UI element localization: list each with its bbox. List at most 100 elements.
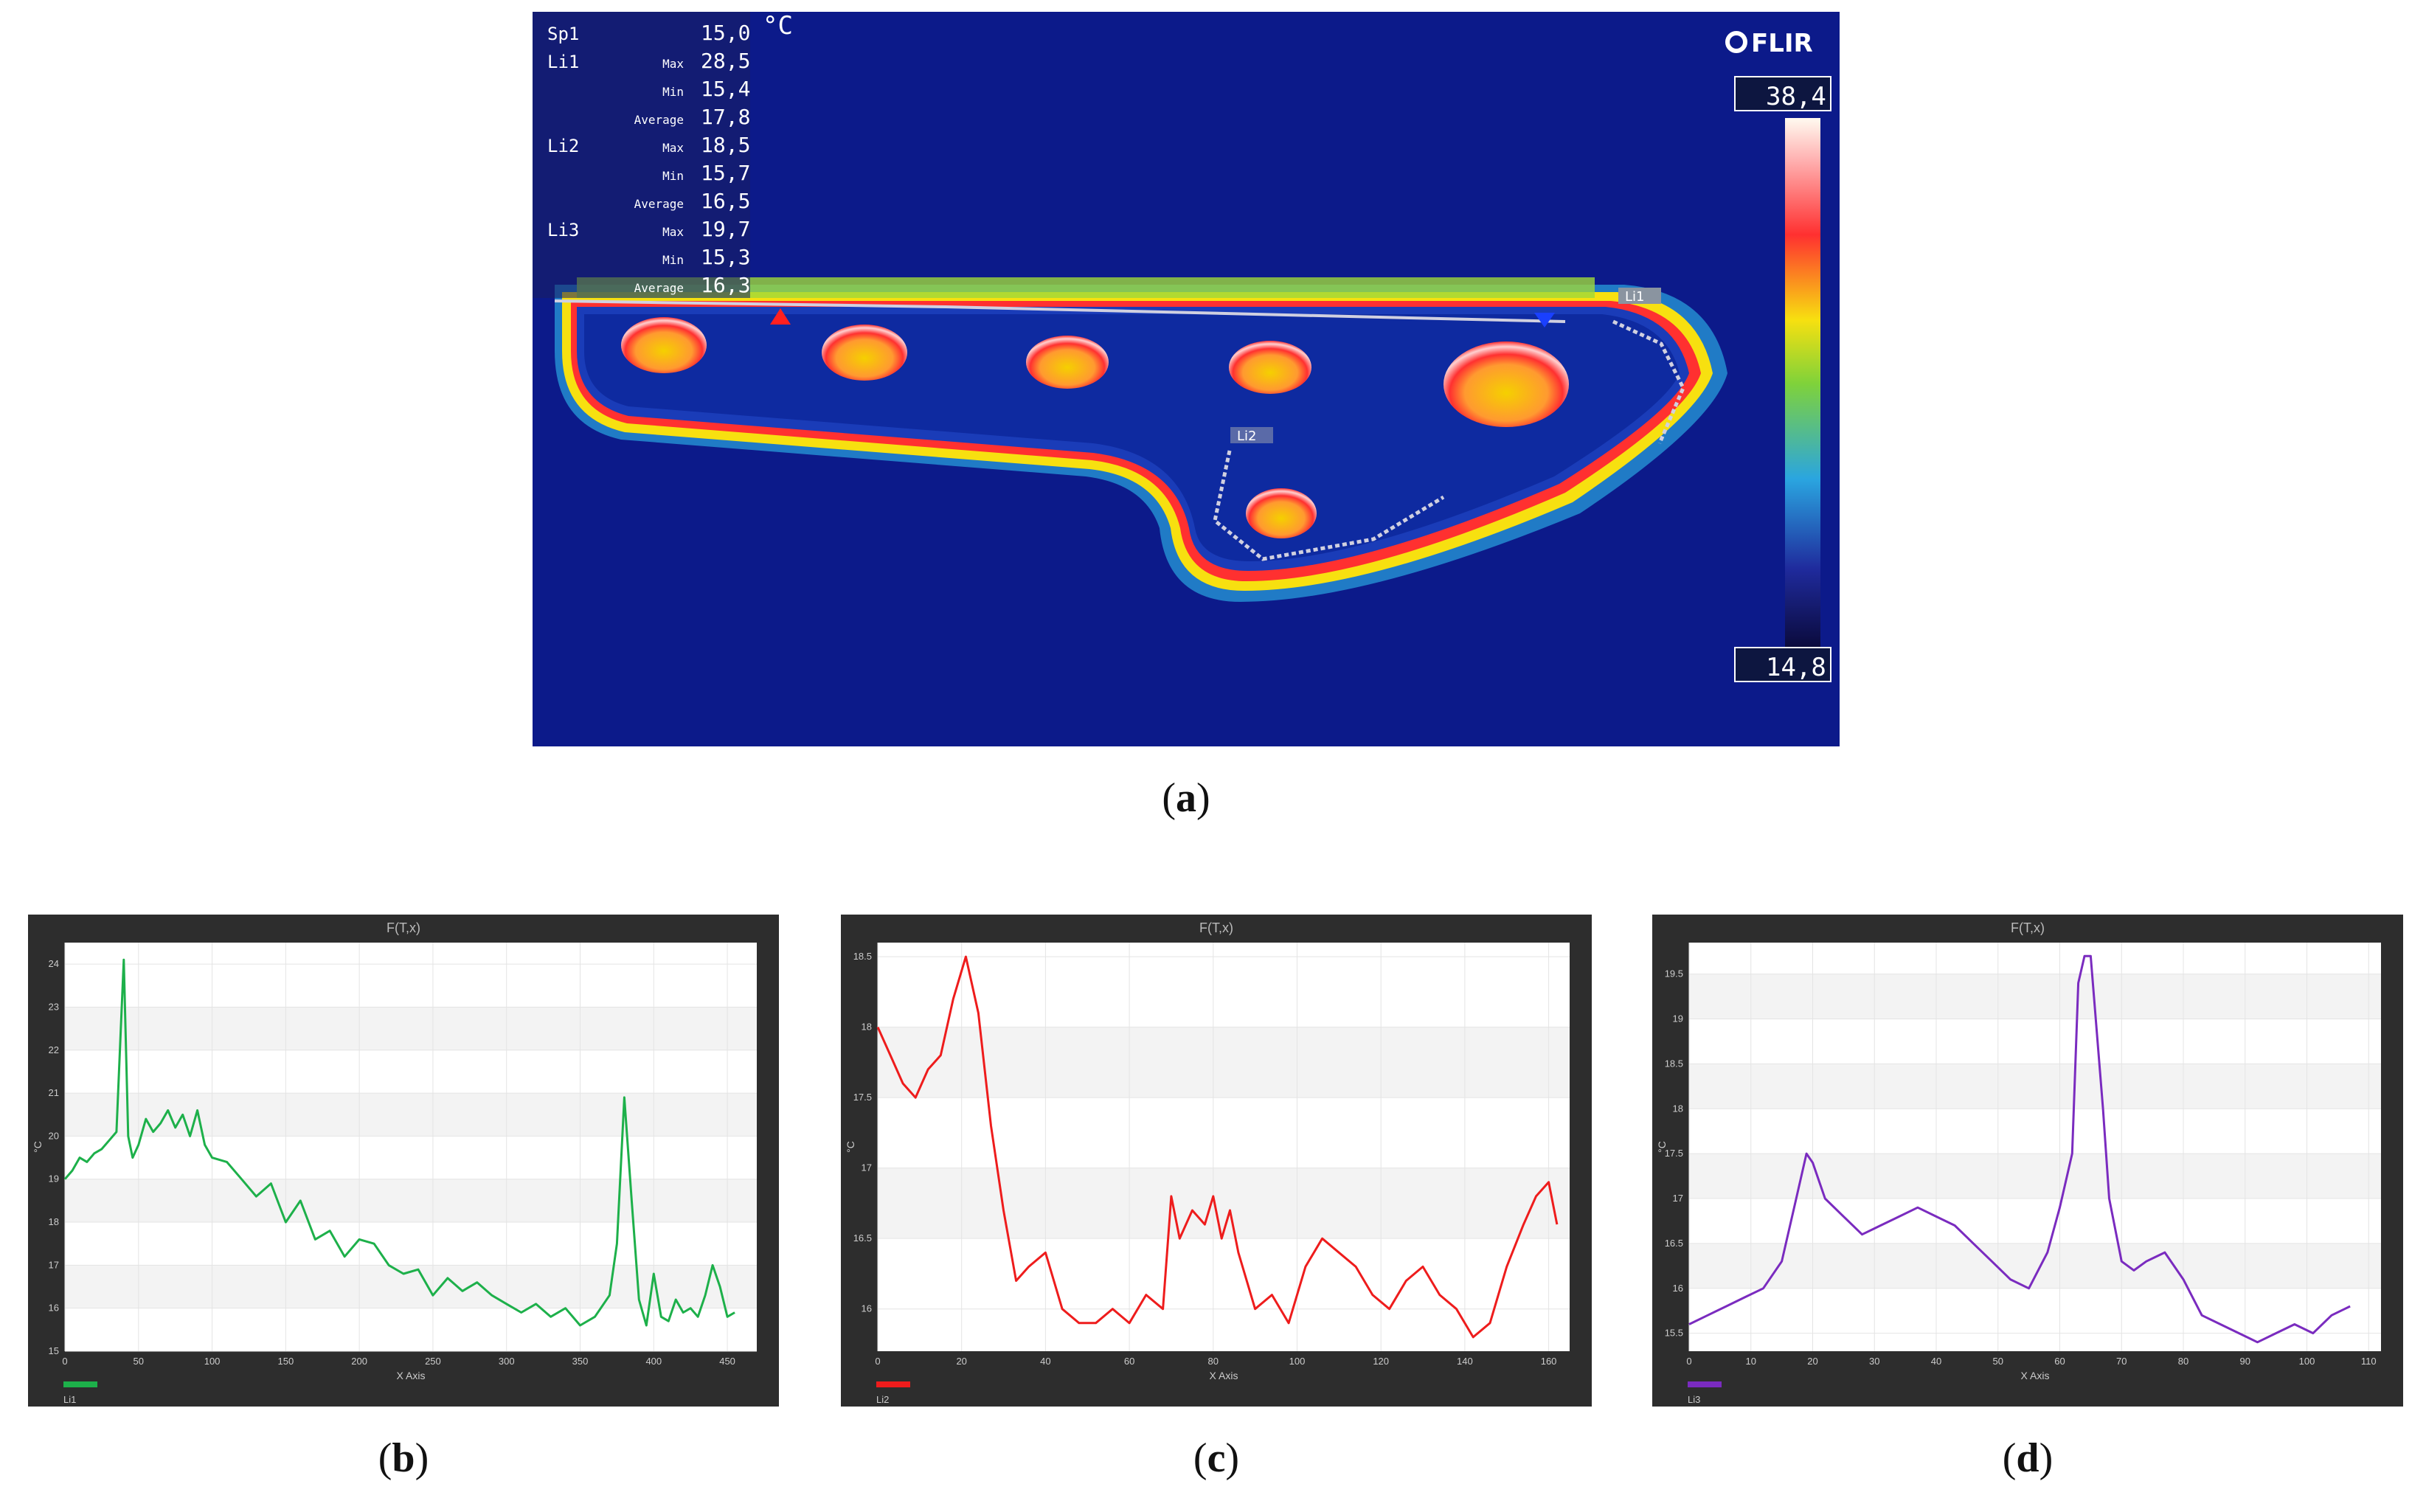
chart-li3: F(T,x) 0 10 20 30 40 50 60 70 80 90 100 110 15.5 16 16.… — [1652, 915, 2403, 1407]
max-marker — [770, 308, 791, 325]
grid-band — [65, 1007, 757, 1050]
chart-title: F(T,x) — [2011, 920, 2045, 935]
readout-value: 28,5 — [701, 49, 750, 73]
x-axis-label: X Axis — [1210, 1370, 1238, 1381]
x-axis-label: X Axis — [397, 1370, 426, 1381]
x-tick-label: 60 — [1124, 1356, 1134, 1367]
readout-label: Min — [662, 169, 684, 183]
y-tick-label: 16 — [1673, 1283, 1683, 1294]
series-line-li2 — [876, 955, 1559, 1339]
readout-value: 15,4 — [701, 77, 750, 101]
series-line-li3 — [1688, 954, 2351, 1344]
readout-value: 15,3 — [701, 245, 750, 269]
x-tick-label: 0 — [875, 1356, 880, 1367]
x-tick-label: 30 — [1869, 1356, 1879, 1367]
x-tick-label: 0 — [62, 1356, 67, 1367]
color-scale-bar — [1785, 118, 1820, 649]
grid-band — [1689, 974, 2381, 1019]
x-tick-label: 400 — [645, 1356, 662, 1367]
scale-max-value: 38,4 — [1766, 82, 1826, 111]
readout-label: Average — [634, 281, 684, 295]
readout-label: Min — [662, 253, 684, 267]
y-tick-label: 19 — [1673, 1013, 1683, 1024]
y-tick-label: 17 — [862, 1162, 872, 1173]
readout-label: Max — [662, 141, 684, 155]
readout-label: Average — [634, 197, 684, 211]
y-tick-label: 22 — [49, 1044, 59, 1055]
x-tick-label: 0 — [1686, 1356, 1691, 1367]
chart-li2: F(T,x) 0 20 40 60 80 100 120 140 160 16 16.5 17 17.5 1… — [841, 915, 1592, 1407]
readout-value: 17,8 — [701, 105, 750, 129]
readout-name: Li2 — [547, 136, 579, 156]
x-tick-label: 450 — [719, 1356, 735, 1367]
x-tick-label: 110 — [2361, 1356, 2377, 1367]
y-tick-label: 15 — [49, 1345, 59, 1356]
min-marker — [1534, 313, 1555, 327]
chart-title: F(T,x) — [387, 920, 420, 935]
x-tick-label: 350 — [572, 1356, 589, 1367]
x-tick-label: 200 — [351, 1356, 367, 1367]
legend-swatch — [1688, 1381, 1722, 1387]
flir-logo-text: FLIR — [1751, 29, 1813, 58]
y-tick-label: 18 — [1673, 1103, 1683, 1114]
y-tick-label: 18 — [49, 1216, 59, 1227]
caption-b: (b) — [378, 1435, 429, 1481]
readout-value: 16,5 — [701, 189, 750, 213]
x-tick-label: 300 — [499, 1356, 515, 1367]
screw-hole-3 — [1026, 336, 1109, 389]
readout-name: Sp1 — [547, 24, 579, 44]
x-tick-label: 10 — [1746, 1356, 1756, 1367]
readout-name: Li3 — [547, 220, 579, 240]
y-tick-label: 23 — [49, 1001, 59, 1012]
x-tick-label: 120 — [1373, 1356, 1389, 1367]
y-tick-label: 17.5 — [1665, 1148, 1683, 1159]
x-tick-label: 60 — [2054, 1356, 2065, 1367]
x-tick-label: 50 — [1993, 1356, 2003, 1367]
readout-panel — [533, 12, 750, 298]
x-axis-label: X Axis — [2021, 1370, 2050, 1381]
measure-line-li2 — [1213, 450, 1445, 561]
legend-label: Li1 — [63, 1394, 76, 1405]
x-tick-label: 50 — [134, 1356, 144, 1367]
y-axis-label: °C — [1656, 1141, 1668, 1153]
screw-hole-5 — [1444, 341, 1569, 427]
chart-li1: F(T,x) 0 50 100 150 200 250 300 350 400 450 15 16 17 1… — [28, 915, 779, 1407]
x-tick-label: 100 — [204, 1356, 221, 1367]
scale-min-value: 14,8 — [1766, 653, 1826, 682]
y-tick-label: 18.5 — [853, 951, 872, 962]
scale-min-box — [1734, 647, 1831, 682]
x-tick-label: 250 — [425, 1356, 441, 1367]
chart-title: F(T,x) — [1199, 920, 1233, 935]
readout-label: Max — [662, 57, 684, 71]
li1-tag — [1618, 288, 1661, 304]
readout-value: 15,0 — [701, 21, 750, 45]
caption-c: (c) — [1193, 1435, 1240, 1481]
y-tick-label: 16.5 — [853, 1232, 872, 1244]
x-tick-label: 20 — [956, 1356, 966, 1367]
x-tick-label: 90 — [2240, 1356, 2250, 1367]
grid-band — [1689, 1064, 2381, 1109]
y-tick-label: 20 — [49, 1130, 59, 1141]
li2-tag — [1230, 427, 1273, 443]
screw-hole-2 — [822, 325, 907, 381]
y-tick-label: 16 — [862, 1303, 872, 1314]
x-tick-label: 100 — [2299, 1356, 2315, 1367]
y-tick-label: 17.5 — [853, 1092, 872, 1103]
readout-label: Average — [634, 113, 684, 127]
grid-band — [65, 1093, 757, 1137]
y-tick-label: 15.5 — [1665, 1328, 1683, 1339]
readout-label: Max — [662, 225, 684, 239]
x-tick-label: 40 — [1040, 1356, 1050, 1367]
li1-tag-text: Li1 — [1625, 289, 1644, 305]
grid-band — [878, 1027, 1570, 1098]
measure-line-li3 — [1612, 319, 1685, 444]
x-tick-label: 80 — [2178, 1356, 2188, 1367]
readout-value: 19,7 — [701, 217, 750, 241]
caption-d: (d) — [2002, 1435, 2054, 1481]
screw-hole-4 — [1229, 341, 1311, 394]
grid-band — [1689, 1154, 2381, 1199]
caption-a: (a) — [1162, 775, 1210, 821]
y-tick-label: 21 — [49, 1087, 59, 1098]
thermal-image: Sp1 15,0 Li1 Max 28,5 Min 15,4 Average 17,8 Li2 Ma… — [533, 12, 1840, 746]
y-tick-label: 18.5 — [1665, 1058, 1683, 1069]
